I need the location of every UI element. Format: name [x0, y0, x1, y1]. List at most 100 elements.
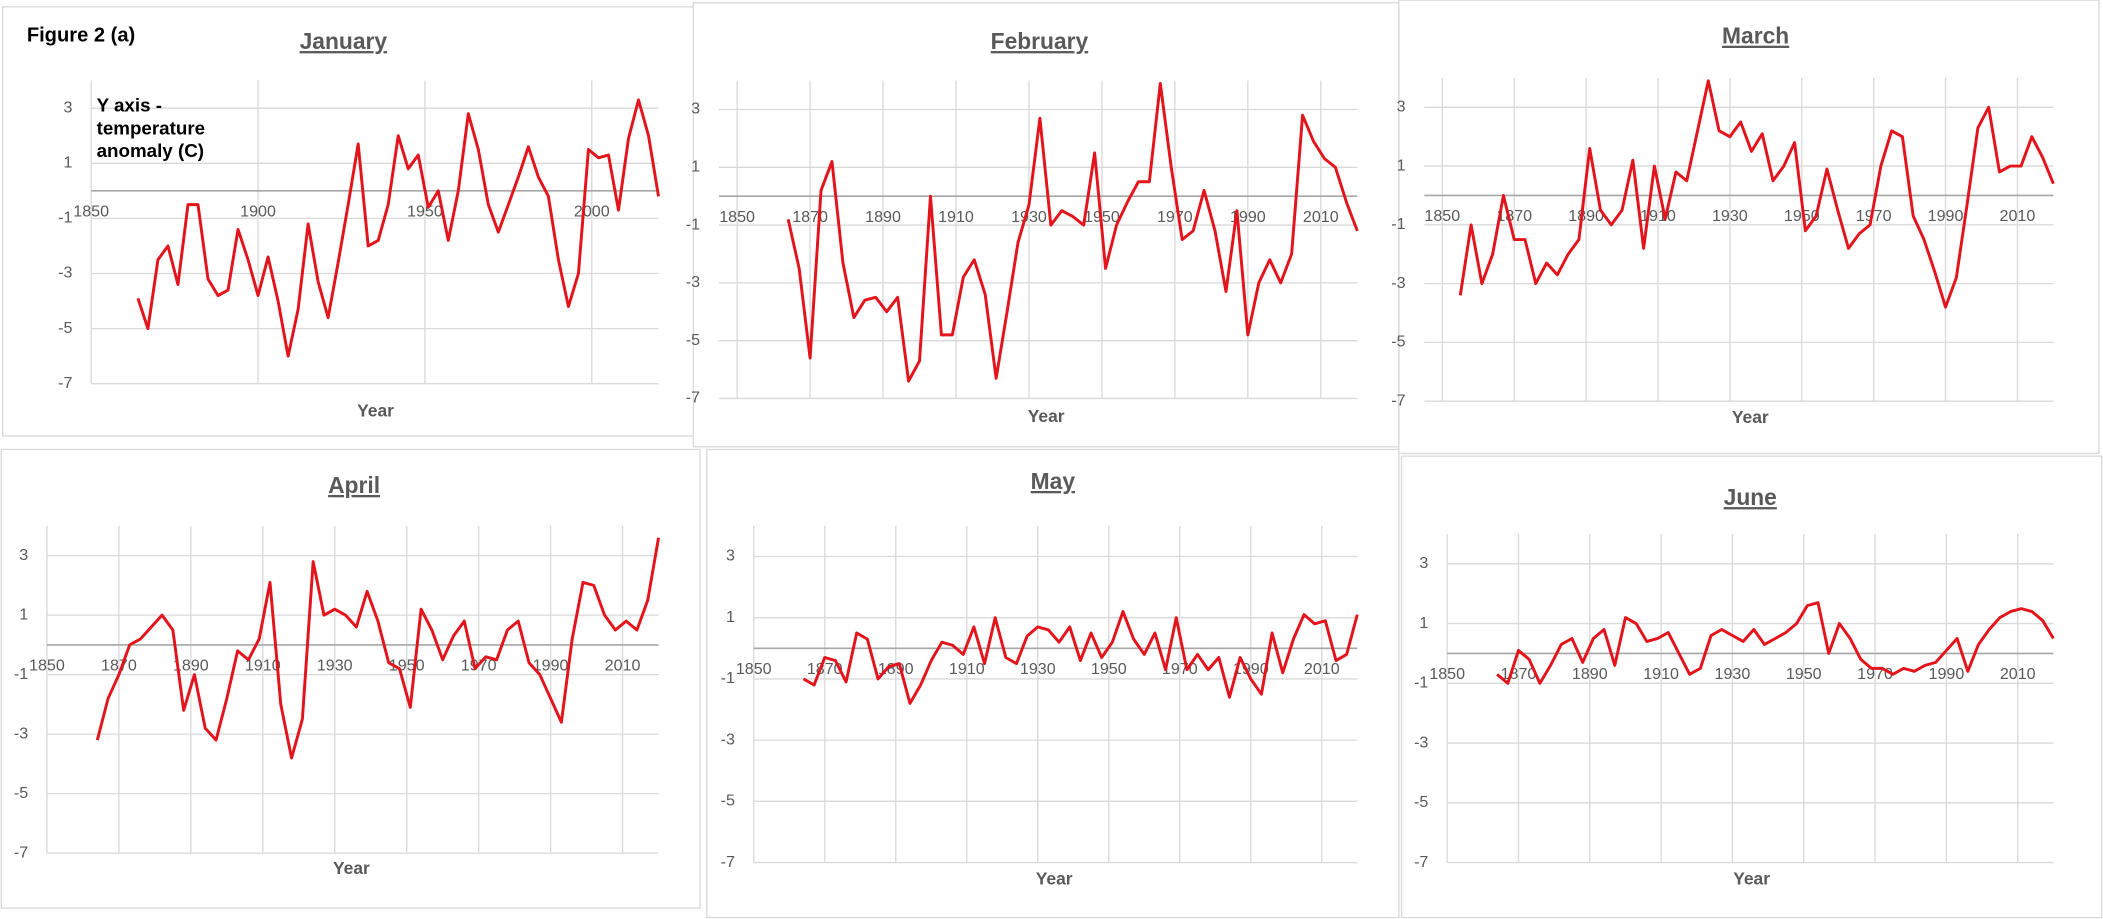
x-tick-label: 2010 — [605, 657, 641, 675]
y-tick-label: 1 — [691, 158, 700, 176]
y-tick-label: -1 — [58, 209, 72, 227]
data-line — [1496, 601, 2055, 685]
y-tick-label: 1 — [726, 608, 735, 626]
x-tick-label: 2000 — [574, 203, 610, 221]
panel-frame — [706, 448, 1400, 919]
y-tick-label: -1 — [1391, 215, 1405, 233]
data-line — [136, 98, 660, 358]
y-tick-label: -7 — [58, 374, 72, 392]
x-tick-label: 1870 — [1496, 207, 1532, 225]
x-axis-title: Year — [1733, 869, 1770, 889]
y-tick-label: 1 — [63, 154, 72, 172]
y-tick-label: 3 — [1397, 98, 1406, 116]
y-tick-label: 3 — [691, 100, 700, 118]
x-axis-title: Year — [1732, 407, 1769, 427]
y-tick-label: -5 — [721, 792, 735, 810]
x-tick-label: 1910 — [245, 657, 281, 675]
y-tick-label: -1 — [14, 665, 28, 683]
x-tick-label: 2010 — [2000, 207, 2036, 225]
panel-frame — [0, 448, 701, 909]
y-tick-label: -7 — [721, 853, 735, 871]
y-tick-label: -3 — [721, 730, 735, 748]
x-tick-label: 1890 — [878, 660, 914, 678]
y-tick-label: -5 — [1414, 793, 1428, 811]
x-axis-title: Year — [1028, 406, 1065, 426]
x-tick-label: 1950 — [1784, 207, 1820, 225]
x-tick-label: 1890 — [865, 208, 901, 226]
x-axis-title: Year — [1036, 869, 1073, 889]
x-tick-label: 1930 — [317, 657, 353, 675]
y-tick-label: 1 — [19, 605, 28, 623]
panel-frame — [1398, 0, 2100, 455]
y-tick-label: 3 — [1419, 554, 1428, 572]
y-tick-label: -3 — [1414, 733, 1428, 751]
x-tick-label: 1910 — [949, 660, 985, 678]
x-tick-label: 1950 — [1786, 665, 1822, 683]
x-tick-label: 1990 — [1928, 207, 1964, 225]
y-tick-label: 3 — [63, 98, 72, 116]
chart-title: June — [1724, 484, 1777, 510]
data-line — [786, 82, 1359, 383]
panel-frame — [2, 6, 699, 437]
x-tick-label: 1930 — [1715, 665, 1751, 683]
x-tick-label: 2010 — [1304, 660, 1340, 678]
x-tick-label: 1850 — [1424, 207, 1460, 225]
y-tick-label: -3 — [14, 724, 28, 742]
y-tick-label: -7 — [14, 843, 28, 861]
x-tick-label: 1850 — [73, 203, 109, 221]
chart-title: March — [1722, 23, 1789, 49]
x-axis-title: Year — [357, 400, 394, 420]
x-tick-label: 1850 — [719, 208, 755, 226]
x-tick-label: 1970 — [1856, 207, 1892, 225]
y-tick-label: 1 — [1419, 614, 1428, 632]
x-tick-label: 1890 — [173, 657, 209, 675]
x-tick-label: 1930 — [1011, 208, 1047, 226]
x-tick-label: 1850 — [29, 657, 65, 675]
x-tick-label: 1890 — [1572, 665, 1608, 683]
x-tick-label: 1850 — [736, 660, 772, 678]
x-tick-label: 1890 — [1568, 207, 1604, 225]
x-tick-label: 2010 — [2000, 665, 2036, 683]
y-tick-label: -5 — [1391, 333, 1405, 351]
x-tick-label: 1990 — [1233, 660, 1269, 678]
x-tick-label: 1870 — [792, 208, 828, 226]
x-tick-label: 1910 — [1640, 207, 1676, 225]
x-tick-label: 1900 — [240, 203, 276, 221]
x-tick-label: 1910 — [1643, 665, 1679, 683]
y-tick-label: -7 — [1414, 853, 1428, 871]
chart-title: January — [300, 28, 388, 54]
data-line — [1458, 79, 2055, 309]
x-tick-label: 1950 — [407, 203, 443, 221]
chart-title: February — [991, 28, 1089, 54]
x-axis-title: Year — [333, 858, 370, 878]
x-tick-label: 1950 — [1091, 660, 1127, 678]
y-tick-label: -5 — [58, 319, 72, 337]
x-tick-label: 2010 — [1303, 208, 1339, 226]
x-tick-label: 1870 — [101, 657, 137, 675]
figure-label: Figure 2 (a) — [27, 25, 135, 47]
chart-title: April — [328, 472, 380, 498]
x-tick-label: 1870 — [807, 660, 843, 678]
x-tick-label: 1990 — [533, 657, 569, 675]
x-tick-label: 1930 — [1712, 207, 1748, 225]
y-tick-label: -1 — [721, 669, 735, 687]
x-tick-label: 1990 — [1929, 665, 1965, 683]
annotation: Y axis - temperature anomaly (C) — [96, 94, 206, 162]
y-tick-label: 1 — [1397, 156, 1406, 174]
y-tick-label: -5 — [686, 331, 700, 349]
data-line — [95, 537, 660, 760]
y-tick-label: 3 — [19, 546, 28, 564]
y-tick-label: -1 — [686, 215, 700, 233]
x-tick-label: 1930 — [1020, 660, 1056, 678]
y-tick-label: 3 — [726, 547, 735, 565]
y-tick-label: -3 — [686, 273, 700, 291]
chart-title: May — [1031, 468, 1076, 494]
y-tick-label: -7 — [1391, 391, 1405, 409]
x-tick-label: 1850 — [1429, 665, 1465, 683]
x-tick-label: 1970 — [1157, 208, 1193, 226]
y-tick-label: -5 — [14, 784, 28, 802]
panel-frame — [1400, 455, 2103, 919]
annotation-box: Y axis - temperature anomaly (C) — [96, 94, 206, 162]
